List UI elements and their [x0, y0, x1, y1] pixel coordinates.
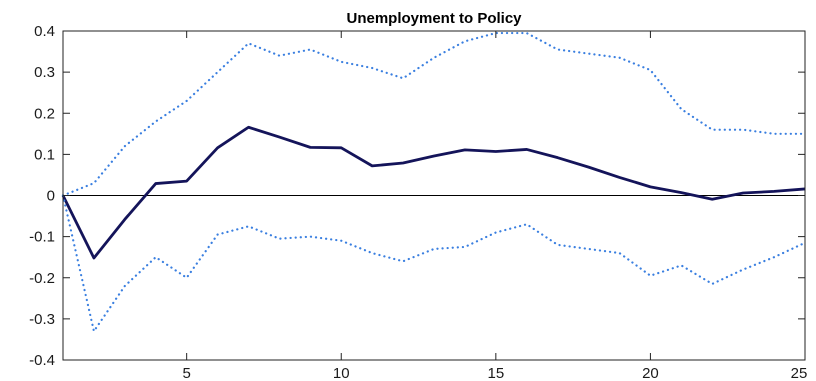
x-tick-label: 20	[642, 365, 659, 381]
lower-band-line	[61, 194, 807, 333]
chart-title: Unemployment to Policy	[346, 10, 522, 27]
y-tick-label: 0.2	[34, 105, 55, 122]
upper-band-line	[61, 31, 807, 197]
x-tick-label: 5	[182, 365, 190, 381]
y-tick-label: 0	[47, 188, 55, 205]
y-tick-label: -0.3	[29, 311, 55, 328]
x-tick-label: 10	[333, 365, 350, 381]
y-tick-label: 0.1	[34, 146, 55, 163]
axes: 0.4 0.3 0.2 0.1 0 -0.1 -0.2 -0.3 -0.4 5 10 15 20 25	[29, 23, 807, 381]
plot-area	[61, 31, 807, 333]
y-tick-label: -0.2	[29, 270, 55, 287]
x-tick-label: 15	[487, 365, 504, 381]
x-tick-label: 25	[791, 365, 808, 381]
response-line	[61, 125, 806, 260]
y-tick-label: -0.1	[29, 229, 55, 246]
y-tick-label: 0.4	[34, 23, 55, 40]
y-tick-label: 0.3	[34, 64, 55, 81]
y-tick-label: -0.4	[29, 352, 55, 369]
